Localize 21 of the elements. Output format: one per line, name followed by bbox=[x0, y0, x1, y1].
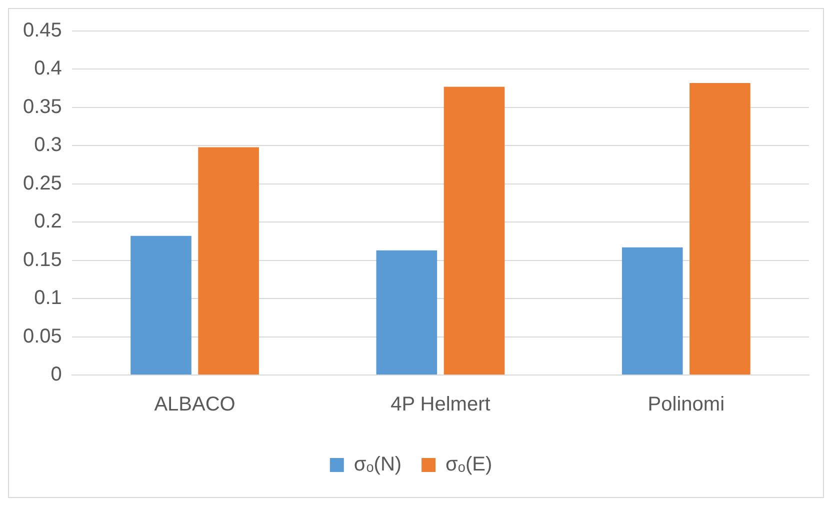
y-tick-label: 0.4 bbox=[34, 58, 62, 80]
x-tick-label: ALBACO bbox=[154, 394, 236, 416]
y-tick-label: 0.2 bbox=[34, 210, 62, 233]
y-tick-label: 0.45 bbox=[22, 20, 62, 42]
y-tick-label: 0.1 bbox=[34, 287, 62, 310]
legend-label: σₒ(E) bbox=[446, 454, 492, 476]
y-tick-label: 0.3 bbox=[34, 134, 62, 156]
y-tick-label: 0.05 bbox=[22, 325, 62, 348]
legend-label: σₒ(N) bbox=[354, 454, 402, 476]
y-tick-label: 0.35 bbox=[22, 96, 62, 118]
y-tick-label: 0.15 bbox=[22, 248, 62, 271]
y-tick-label: 0.25 bbox=[22, 172, 62, 194]
bar bbox=[690, 82, 750, 374]
x-tick-label: 4P Helmert bbox=[390, 394, 491, 416]
bar bbox=[198, 147, 259, 374]
bar bbox=[130, 236, 192, 374]
bar bbox=[444, 86, 505, 374]
bar bbox=[376, 250, 438, 374]
x-tick-label: Polinomi bbox=[648, 394, 725, 416]
bar bbox=[622, 247, 683, 374]
y-tick-label: 0 bbox=[50, 364, 62, 386]
